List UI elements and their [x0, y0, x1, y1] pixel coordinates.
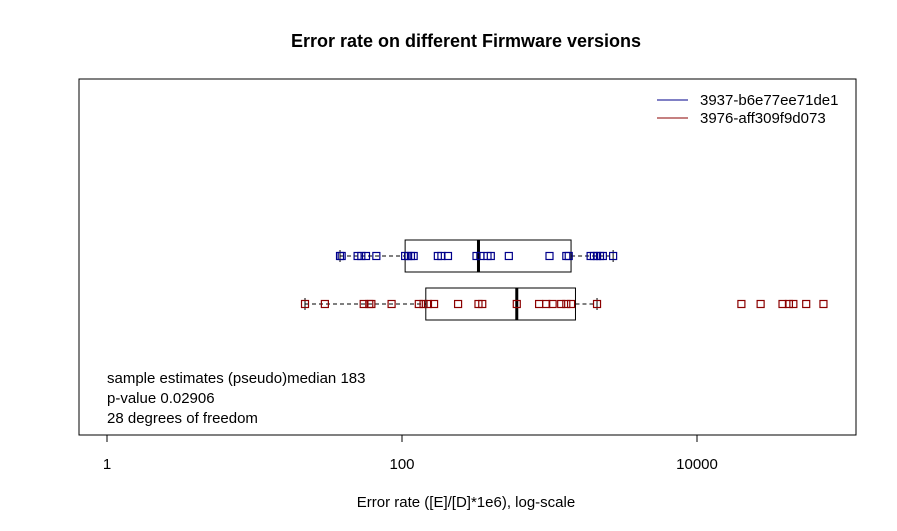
annotation-block: sample estimates (pseudo)median 183 p-val… [107, 370, 365, 427]
data-point [419, 299, 428, 309]
x-axis-label: Error rate ([E]/[D]*1e6), log-scale [357, 494, 575, 511]
box-series-1 [335, 239, 618, 273]
data-point [548, 299, 557, 309]
data-point [592, 299, 602, 309]
data-point [486, 251, 495, 261]
data-point [598, 251, 607, 261]
annotation-line: p-value 0.02906 [107, 390, 215, 407]
data-point [534, 299, 544, 309]
x-tick-label: 100 [389, 456, 414, 473]
data-point [504, 251, 513, 261]
data-point [566, 299, 576, 309]
data-point [756, 299, 765, 309]
data-point [545, 251, 554, 261]
box-series-2 [300, 287, 828, 321]
data-point [453, 299, 463, 309]
legend-label: 3937-b6e77ee71de1 [700, 92, 838, 109]
data-point [429, 299, 439, 309]
data-point [423, 299, 433, 309]
data-point [361, 251, 371, 261]
data-point [372, 251, 381, 261]
data-point [557, 299, 566, 309]
data-point [409, 251, 418, 261]
data-point [564, 251, 573, 261]
annotation-line: 28 degrees of freedom [107, 410, 258, 427]
data-point [562, 251, 571, 261]
data-point [789, 299, 798, 309]
data-point [387, 299, 396, 309]
data-point [784, 299, 794, 309]
data-point [819, 299, 828, 309]
data-point [443, 251, 453, 261]
annotation-line: sample estimates (pseudo)median 183 [107, 370, 365, 387]
legend-label: 3976-aff309f9d073 [700, 110, 826, 127]
data-point [337, 251, 346, 261]
box-series-group [300, 239, 828, 321]
data-point [414, 299, 423, 309]
legend-entry-1: 3937-b6e77ee71de1 [657, 92, 838, 109]
chart-title: Error rate on different Firmware version… [291, 31, 641, 51]
data-point [320, 299, 329, 309]
data-point [737, 299, 746, 309]
x-axis: 1 100 10000 [103, 434, 718, 473]
data-point [609, 251, 618, 261]
data-point [300, 299, 310, 309]
data-point [359, 299, 368, 309]
legend-entry-2: 3976-aff309f9d073 [657, 110, 826, 127]
x-tick-label: 1 [103, 456, 111, 473]
data-point [562, 299, 571, 309]
data-point [367, 299, 376, 309]
iqr-box [425, 287, 576, 321]
data-point [357, 251, 366, 261]
data-point [478, 299, 487, 309]
x-tick-label: 10000 [676, 456, 718, 473]
data-point [802, 299, 811, 309]
data-point [512, 299, 521, 309]
